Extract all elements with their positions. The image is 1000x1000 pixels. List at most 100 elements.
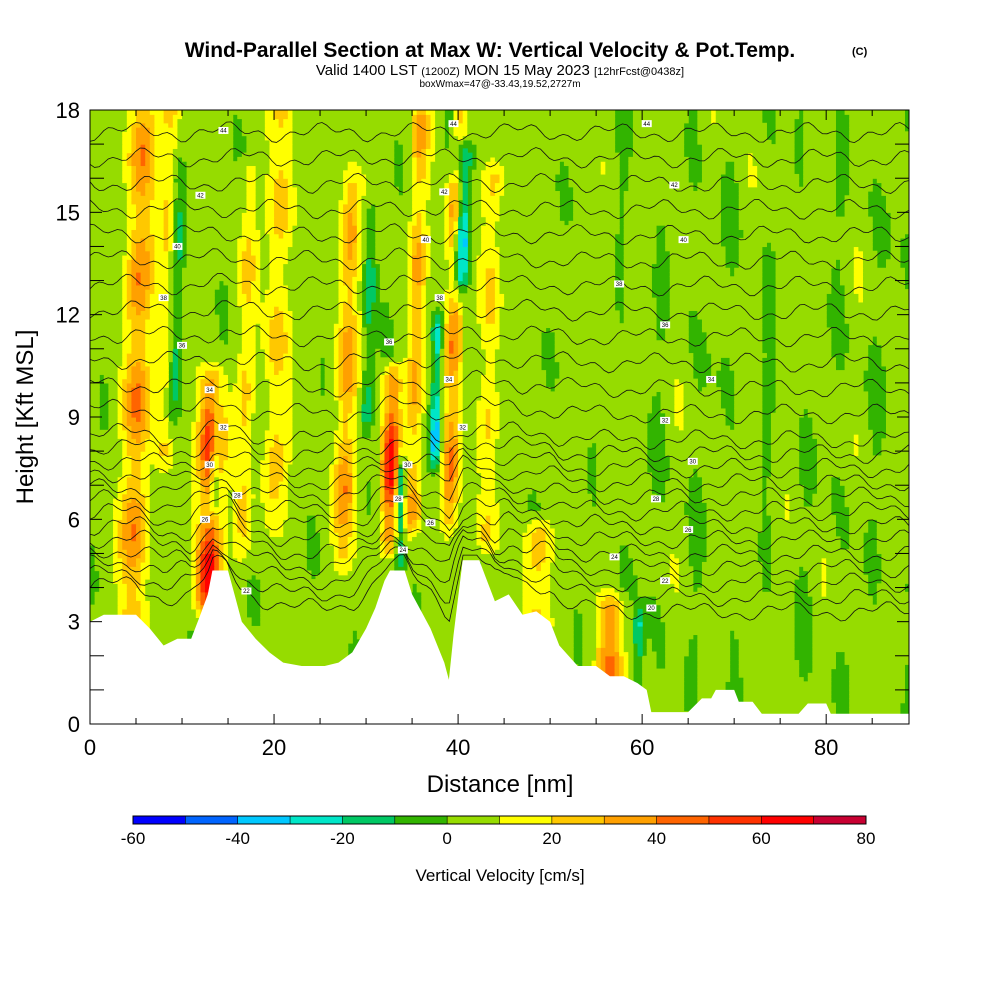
velocity-cell xyxy=(421,318,427,324)
velocity-cell xyxy=(90,404,100,410)
velocity-cell xyxy=(389,306,409,311)
velocity-cell xyxy=(807,587,823,593)
velocity-cell xyxy=(292,399,340,405)
velocity-cell xyxy=(269,335,289,341)
velocity-cell xyxy=(149,549,192,555)
velocity-cell xyxy=(352,378,358,384)
velocity-cell xyxy=(126,408,133,414)
velocity-cell xyxy=(255,169,271,175)
velocity-cell xyxy=(264,122,280,128)
velocity-cell xyxy=(407,527,413,533)
velocity-cell xyxy=(292,357,321,363)
velocity-cell xyxy=(223,566,229,572)
velocity-cell xyxy=(246,489,252,495)
velocity-cell xyxy=(214,536,220,542)
velocity-cell xyxy=(660,608,795,614)
velocity-cell xyxy=(131,178,137,184)
velocity-cell xyxy=(145,493,151,499)
velocity-cell xyxy=(389,365,399,371)
velocity-cell xyxy=(145,323,169,329)
velocity-cell xyxy=(287,489,330,495)
velocity-cell xyxy=(140,510,146,516)
velocity-cell xyxy=(738,216,873,222)
velocity-cell xyxy=(775,306,827,311)
velocity-cell xyxy=(494,237,616,243)
velocity-cell xyxy=(287,340,294,346)
velocity-cell xyxy=(738,246,763,252)
velocity-cell xyxy=(849,127,905,132)
velocity-cell xyxy=(481,344,501,350)
velocity-cell xyxy=(136,148,142,154)
velocity-cell xyxy=(448,314,459,320)
velocity-cell xyxy=(775,391,869,397)
velocity-cell xyxy=(623,259,657,265)
velocity-cell xyxy=(347,327,353,333)
velocity-cell xyxy=(499,161,560,167)
velocity-cell xyxy=(384,442,390,448)
velocity-cell xyxy=(448,463,455,469)
velocity-cell xyxy=(628,186,694,192)
velocity-cell xyxy=(149,135,156,141)
velocity-cell xyxy=(393,438,399,444)
velocity-cell xyxy=(126,591,137,597)
velocity-cell xyxy=(738,254,763,260)
velocity-cell xyxy=(214,429,229,435)
velocity-cell xyxy=(182,348,243,354)
velocity-cell xyxy=(407,289,413,294)
velocity-cell xyxy=(462,340,482,346)
velocity-cell xyxy=(416,425,422,431)
velocity-cell xyxy=(453,429,459,435)
velocity-cell xyxy=(140,561,151,567)
velocity-cell xyxy=(122,293,128,299)
velocity-cell xyxy=(140,382,146,388)
velocity-cell xyxy=(481,472,496,478)
velocity-cell xyxy=(481,335,501,341)
velocity-cell xyxy=(283,527,307,533)
velocity-cell xyxy=(715,114,763,120)
velocity-cell xyxy=(205,434,211,439)
velocity-cell xyxy=(743,711,836,717)
velocity-cell xyxy=(251,502,266,508)
velocity-cell xyxy=(292,148,395,154)
velocity-cell xyxy=(393,510,399,516)
velocity-cell xyxy=(90,122,128,128)
velocity-cell xyxy=(172,365,179,371)
velocity-cell xyxy=(149,391,165,397)
velocity-cell xyxy=(384,506,395,512)
velocity-cell xyxy=(885,374,909,380)
velocity-cell xyxy=(200,532,206,537)
velocity-cell xyxy=(678,579,694,584)
velocity-cell xyxy=(862,259,878,265)
velocity-cell xyxy=(632,621,639,627)
velocity-cell xyxy=(421,229,432,235)
velocity-cell xyxy=(448,272,455,277)
velocity-cell xyxy=(241,310,275,316)
velocity-cell xyxy=(858,442,873,448)
velocity-cell xyxy=(287,254,340,260)
velocity-cell xyxy=(844,361,869,367)
velocity-cell xyxy=(849,702,901,708)
velocity-cell xyxy=(149,489,192,495)
velocity-cell xyxy=(637,689,685,695)
velocity-cell xyxy=(149,493,192,499)
velocity-cell xyxy=(494,220,565,226)
velocity-cell xyxy=(862,272,905,277)
velocity-cell xyxy=(623,267,652,273)
velocity-cell xyxy=(678,566,694,572)
velocity-cell xyxy=(370,429,381,435)
velocity-cell xyxy=(770,544,841,550)
velocity-cell xyxy=(90,195,128,201)
velocity-cell xyxy=(412,199,427,205)
velocity-cell xyxy=(430,139,436,145)
velocity-cell xyxy=(218,370,225,375)
velocity-cell xyxy=(448,220,455,226)
velocity-cell xyxy=(136,536,142,542)
velocity-cell xyxy=(412,301,422,307)
velocity-cell xyxy=(430,463,436,469)
velocity-cell xyxy=(421,293,427,299)
velocity-cell xyxy=(453,127,468,132)
velocity-cell xyxy=(393,412,399,418)
velocity-cell xyxy=(858,297,864,303)
velocity-cell xyxy=(131,284,151,290)
velocity-cell xyxy=(430,408,441,414)
